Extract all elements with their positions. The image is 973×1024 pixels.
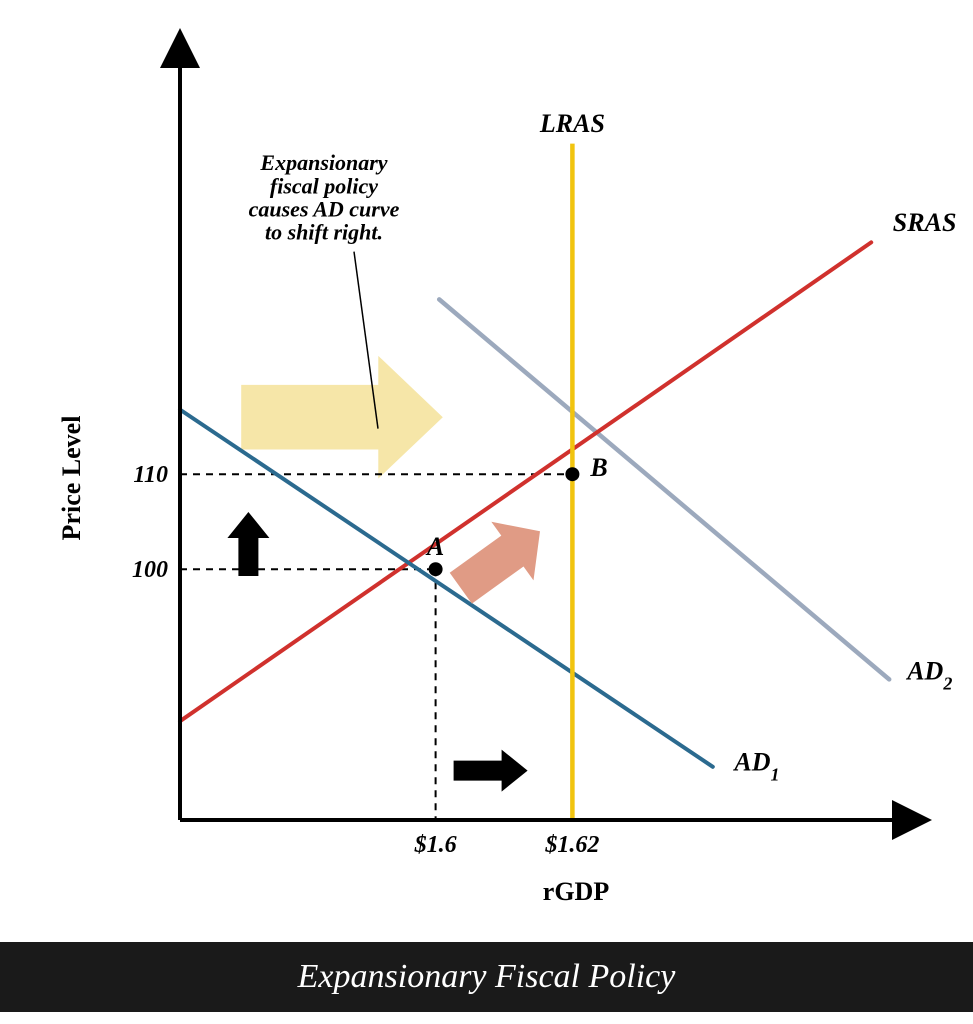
arrow-up-black bbox=[227, 512, 269, 576]
point-b bbox=[565, 467, 579, 481]
x-tick-label: $1.6 bbox=[414, 832, 457, 858]
point-label-a: A bbox=[425, 532, 444, 561]
point-a bbox=[429, 562, 443, 576]
y-tick-label: 110 bbox=[133, 462, 168, 488]
chart-svg: A B 100 110 $1.6 $1.62 Price Level rGDP LRAS SRAS… bbox=[0, 0, 973, 1024]
chart-container: A B 100 110 $1.6 $1.62 Price Level rGDP LRAS SRAS… bbox=[0, 0, 973, 1024]
label-ad2: AD2 bbox=[905, 656, 952, 693]
chart-title: Expansionary Fiscal Policy bbox=[298, 958, 676, 995]
annotation-text: Expansionaryfiscal policycauses AD curve… bbox=[249, 150, 400, 244]
move-arrow-salmon bbox=[450, 522, 540, 604]
shift-arrow-yellow bbox=[241, 356, 443, 479]
arrow-right-black bbox=[454, 750, 528, 792]
label-ad1: AD1 bbox=[732, 748, 779, 785]
x-axis-label: rGDP bbox=[543, 877, 610, 906]
title-bar: Expansionary Fiscal Policy bbox=[0, 942, 973, 1012]
y-axis-label: Price Level bbox=[57, 416, 86, 541]
x-tick-label: $1.62 bbox=[544, 832, 599, 858]
y-tick-label: 100 bbox=[132, 557, 168, 583]
curve-ad2 bbox=[439, 299, 889, 679]
label-lras: LRAS bbox=[539, 109, 605, 138]
point-label-b: B bbox=[589, 453, 607, 482]
label-sras: SRAS bbox=[893, 208, 957, 237]
curve-sras bbox=[180, 242, 871, 721]
